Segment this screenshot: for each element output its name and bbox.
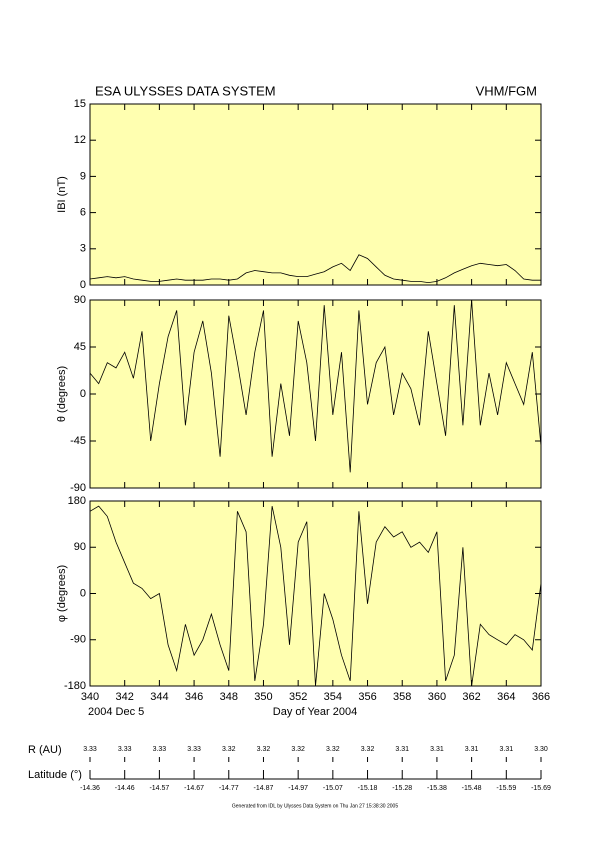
- x-tick-label: 352: [289, 691, 307, 703]
- r-label: R (AU): [28, 744, 62, 756]
- latitude-value: -15.38: [427, 785, 447, 792]
- y-axis-label: IBI (nT): [56, 176, 68, 213]
- r-value: 3.32: [361, 746, 375, 753]
- y-tick-label: 6: [80, 207, 86, 219]
- latitude-label: Latitude (°): [28, 769, 82, 781]
- x-tick-label: 348: [220, 691, 238, 703]
- y-tick-label: 15: [74, 98, 86, 110]
- x-tick-label: 364: [497, 691, 515, 703]
- r-value: 3.32: [326, 746, 340, 753]
- latitude-value: -14.36: [80, 785, 100, 792]
- plot-area: [90, 300, 541, 488]
- y-tick-label: 3: [80, 243, 86, 255]
- latitude-value: -15.07: [323, 785, 343, 792]
- y-tick-label: -180: [64, 680, 86, 692]
- y-tick-label: 0: [80, 388, 86, 400]
- y-tick-label: 180: [68, 495, 86, 507]
- latitude-value: -14.67: [184, 785, 204, 792]
- latitude-value: -15.69: [531, 785, 551, 792]
- r-value: 3.33: [187, 746, 201, 753]
- x-tick-label: 356: [358, 691, 376, 703]
- r-value: 3.33: [83, 746, 97, 753]
- x-tick-label: 362: [462, 691, 480, 703]
- y-axis-label: φ (degrees): [56, 565, 68, 622]
- latitude-value: -15.18: [358, 785, 378, 792]
- plot-area: [90, 104, 541, 285]
- x-tick-label: 354: [324, 691, 342, 703]
- x-tick-label: 358: [393, 691, 411, 703]
- x-tick-label: 344: [150, 691, 168, 703]
- y-tick-label: 0: [80, 279, 86, 291]
- latitude-value: -15.48: [462, 785, 482, 792]
- r-value: 3.31: [499, 746, 513, 753]
- x-tick-label: 366: [532, 691, 550, 703]
- y-tick-label: -90: [70, 482, 86, 494]
- x-tick-label: 360: [428, 691, 446, 703]
- r-value: 3.31: [395, 746, 409, 753]
- latitude-value: -14.57: [149, 785, 169, 792]
- title: ESA ULYSSES DATA SYSTEM: [95, 83, 276, 98]
- latitude-value: -14.77: [219, 785, 239, 792]
- y-tick-label: 90: [74, 541, 86, 553]
- y-tick-label: 90: [74, 294, 86, 306]
- y-tick-label: 9: [80, 170, 86, 182]
- data-line: [89, 299, 542, 473]
- plot-frame: [89, 103, 542, 286]
- footer: Generated from IDL by Ulysses Data Syste…: [232, 803, 398, 809]
- r-value: 3.30: [534, 746, 548, 753]
- plot-frame: [89, 299, 542, 489]
- y-tick-label: -45: [70, 435, 86, 447]
- y-tick-label: 45: [74, 341, 86, 353]
- latitude-value: -14.87: [254, 785, 274, 792]
- latitude-value: -14.97: [288, 785, 308, 792]
- r-value: 3.31: [430, 746, 444, 753]
- x-axis-label: Day of Year 2004: [273, 706, 357, 718]
- y-tick-label: 12: [74, 134, 86, 146]
- latitude-value: -14.46: [115, 785, 135, 792]
- y-tick-label: 0: [80, 587, 86, 599]
- latitude-value: -15.59: [496, 785, 516, 792]
- y-tick-label: -90: [70, 634, 86, 646]
- plot-frame: [89, 500, 542, 687]
- y-axis-label: θ (degrees): [56, 366, 68, 422]
- r-value: 3.32: [222, 746, 236, 753]
- x-tick-label: 342: [116, 691, 134, 703]
- start-date: 2004 Dec 5: [88, 706, 144, 718]
- r-value: 3.33: [118, 746, 132, 753]
- r-value: 3.33: [153, 746, 167, 753]
- r-value: 3.31: [465, 746, 479, 753]
- r-value: 3.32: [291, 746, 305, 753]
- data-line: [89, 254, 541, 284]
- plot-area: [90, 501, 541, 686]
- r-value: 3.32: [257, 746, 271, 753]
- instrument: VHM/FGM: [476, 83, 537, 98]
- x-tick-label: 346: [185, 691, 203, 703]
- latitude-value: -15.28: [392, 785, 412, 792]
- x-tick-label: 350: [254, 691, 272, 703]
- x-tick-label: 340: [81, 691, 99, 703]
